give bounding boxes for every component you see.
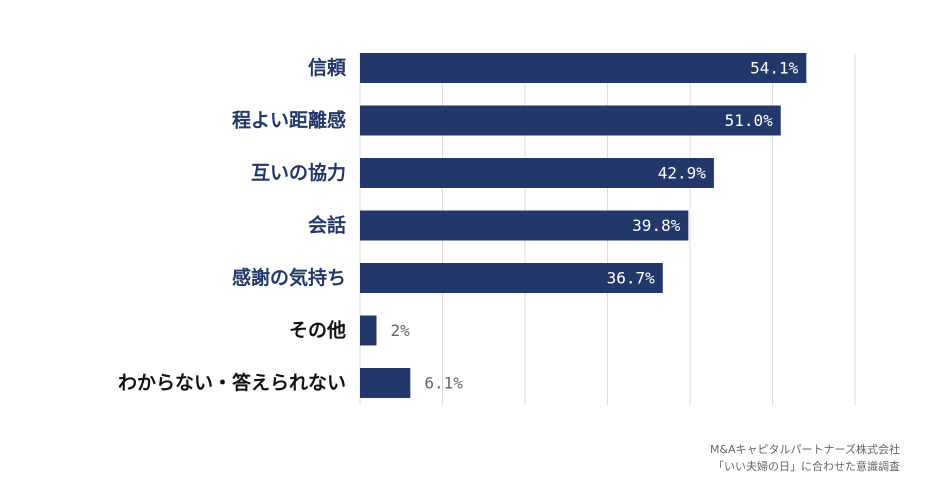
value-labels: 54.1% 51.0% 42.9% 39.8% 36.7% 2% 6.1% [391, 59, 799, 393]
value-label: 2% [391, 321, 411, 340]
value-label: 51.0% [725, 111, 774, 130]
bar [360, 53, 807, 83]
value-label: 54.1% [750, 59, 799, 78]
bar [360, 210, 689, 241]
bar [360, 368, 411, 398]
category-label: 感謝の気持ち [232, 266, 346, 289]
category-label: 程よい距離感 [232, 109, 346, 132]
category-label: 信頼 [308, 56, 347, 79]
category-label: その他 [289, 319, 346, 342]
bar [360, 263, 663, 293]
category-label: 互いの協力 [251, 161, 346, 184]
value-label: 42.9% [658, 164, 707, 183]
value-label: 36.7% [607, 269, 656, 288]
value-label: 39.8% [632, 216, 681, 235]
bar [360, 315, 377, 346]
bar [360, 158, 714, 188]
source-line-2: 「いい夫婦の日」に合わせた意識調査 [713, 460, 900, 473]
bar [360, 105, 781, 136]
source-note: M&Aキャピタルパートナーズ株式会社 「いい夫婦の日」に合わせた意識調査 [710, 441, 900, 475]
value-label: 6.1% [424, 374, 463, 393]
category-label: 会話 [308, 214, 346, 237]
source-line-1: M&Aキャピタルパートナーズ株式会社 [709, 443, 900, 456]
category-label: わからない・答えられない [118, 371, 346, 394]
bars [360, 53, 807, 398]
